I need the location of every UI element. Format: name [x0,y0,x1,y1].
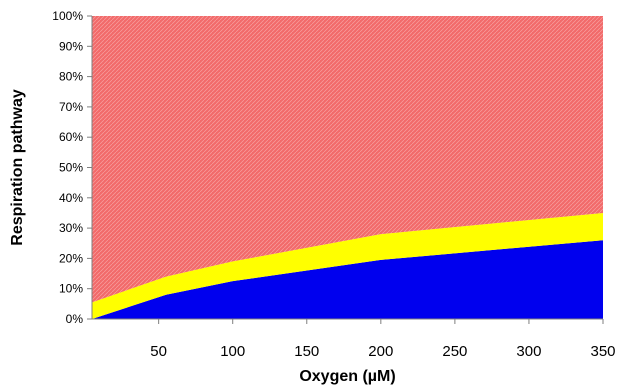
y-tick-labels: 0% 10% 20% 30% 40% 50% 60% 70% 80% 90% 100% [52,9,83,326]
y-tick-label: 20% [59,251,83,265]
y-tick-label: 0% [66,312,84,326]
area-series-blue [92,240,603,319]
x-axis-title: Oxygen (µM) [299,368,395,385]
area-series-red [92,16,603,303]
x-tick-label: 100 [220,343,245,360]
axes [87,15,604,324]
y-tick-label: 80% [59,70,83,84]
y-tick-label: 70% [59,100,83,114]
x-tick-label: 300 [516,343,541,360]
y-tick-label: 90% [59,39,83,53]
y-tick-label: 50% [59,161,83,175]
x-tick-label: 150 [294,343,319,360]
x-tick-labels: 50 100 150 200 250 300 350 [150,343,615,360]
y-tick-label: 10% [59,282,83,296]
y-tick-label: 30% [59,221,83,235]
y-tick-label: 100% [52,9,83,23]
area-series-yellow [92,212,603,319]
y-tick-label: 60% [59,130,83,144]
y-tick-label: 40% [59,191,83,205]
plot-area [92,16,603,319]
y-axis-title: Respiration pathway [9,89,26,246]
x-tick-label: 250 [442,343,467,360]
x-tick-label: 350 [590,343,615,360]
x-tick-label: 200 [368,343,393,360]
x-tick-label: 50 [150,343,167,360]
